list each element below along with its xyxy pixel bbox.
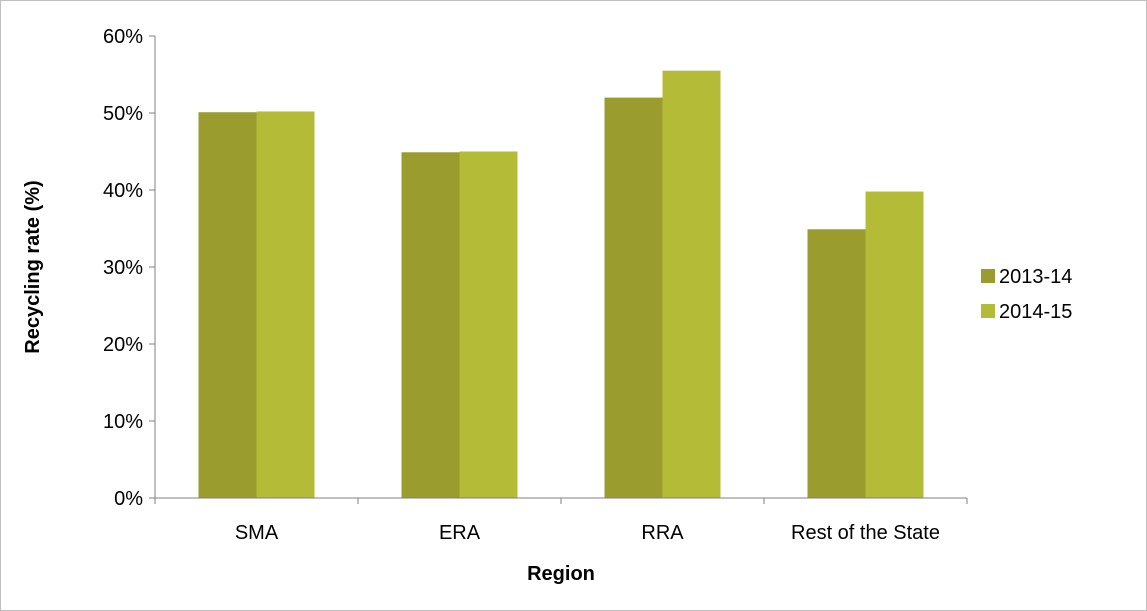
bar-2013-14-rest-of-the-state	[807, 229, 866, 498]
legend-swatch-2014-15	[981, 304, 995, 318]
bar-2014-15-sma	[256, 111, 315, 499]
x-axis-ticks: SMA ERA RRA Rest of the State	[154, 498, 968, 544]
bar-2014-15-era	[459, 151, 518, 498]
bar-2013-14-era	[401, 152, 460, 498]
y-tick-label: 20%	[103, 334, 143, 356]
bar-2014-15-rest-of-the-state	[865, 191, 924, 499]
x-tick-label: ERA	[439, 522, 481, 544]
legend-label-2013-14: 2013-14	[999, 266, 1072, 288]
y-axis-ticks: 0% 10% 20% 30% 40% 50% 60%	[103, 26, 155, 510]
legend-label-2014-15: 2014-15	[999, 301, 1072, 323]
y-tick-label: 0%	[114, 488, 143, 510]
y-tick-label: 50%	[103, 103, 143, 125]
y-tick-label: 40%	[103, 180, 143, 202]
bars	[198, 70, 924, 499]
bar-2013-14-sma	[198, 112, 257, 498]
x-tick-label: RRA	[641, 522, 684, 544]
bar-2013-14-rra	[604, 97, 663, 498]
x-tick-label: Rest of the State	[791, 522, 940, 544]
y-tick-label: 10%	[103, 411, 143, 433]
x-axis-title: Region	[527, 563, 595, 585]
y-tick-label: 60%	[103, 26, 143, 48]
y-tick-label: 30%	[103, 257, 143, 279]
x-tick-label: SMA	[235, 522, 279, 544]
legend-swatch-2013-14	[981, 269, 995, 283]
legend: 2013-14 2014-15	[981, 266, 1072, 323]
y-axis-title: Recycling rate (%)	[22, 180, 44, 353]
bar-2014-15-rra	[662, 70, 721, 499]
